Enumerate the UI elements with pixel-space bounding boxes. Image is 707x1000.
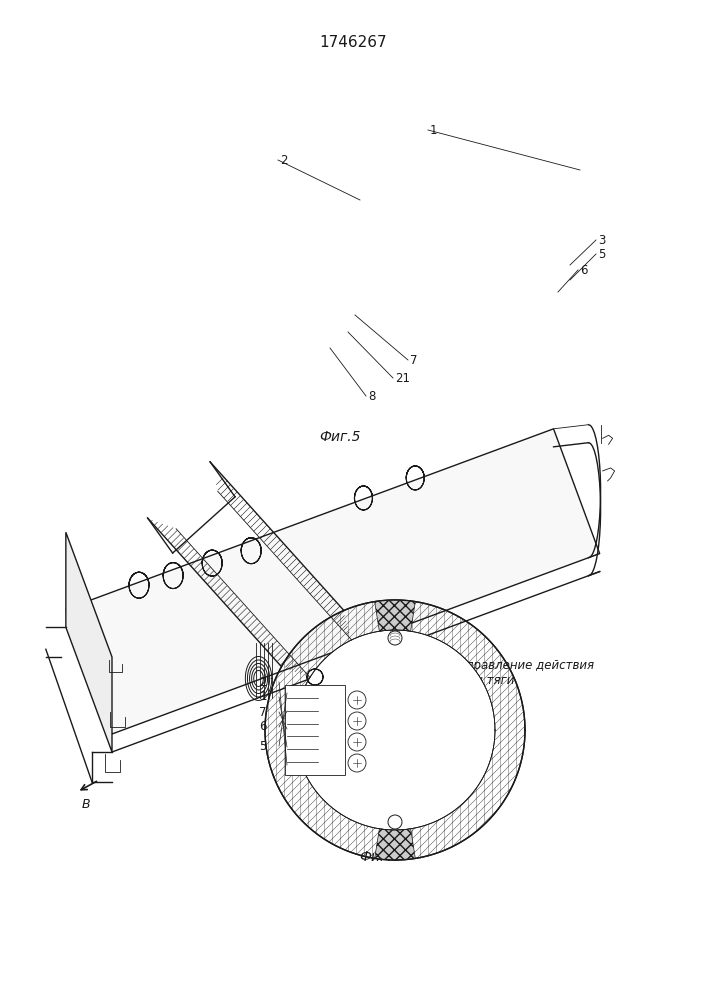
Text: Фиг.5: Фиг.5 [320, 430, 361, 444]
Polygon shape [66, 429, 600, 734]
Text: 21: 21 [395, 371, 410, 384]
Text: B - Направление действия: B - Направление действия [430, 658, 594, 672]
Text: 7: 7 [259, 706, 267, 718]
Text: 2: 2 [280, 153, 288, 166]
Text: 2: 2 [259, 676, 267, 688]
Text: Фиг.6: Фиг.6 [359, 850, 401, 864]
Text: 1: 1 [430, 123, 438, 136]
Circle shape [388, 815, 402, 829]
Circle shape [348, 691, 366, 709]
Polygon shape [285, 685, 345, 775]
Circle shape [348, 733, 366, 751]
Text: 5: 5 [259, 740, 267, 752]
Circle shape [295, 630, 495, 830]
Text: 7: 7 [410, 354, 418, 366]
Circle shape [348, 712, 366, 730]
Text: 8: 8 [368, 389, 375, 402]
Text: 6: 6 [259, 720, 267, 734]
Circle shape [388, 631, 402, 645]
Text: 1: 1 [259, 690, 267, 704]
Text: 3: 3 [598, 233, 605, 246]
Polygon shape [66, 532, 112, 752]
Polygon shape [375, 600, 415, 631]
Text: 6: 6 [580, 263, 588, 276]
Circle shape [348, 754, 366, 772]
Text: 5: 5 [598, 247, 605, 260]
Text: силы тяги: силы тяги [452, 674, 515, 688]
Text: 1746267: 1746267 [319, 35, 387, 50]
Text: B: B [82, 798, 90, 811]
Polygon shape [375, 829, 415, 860]
